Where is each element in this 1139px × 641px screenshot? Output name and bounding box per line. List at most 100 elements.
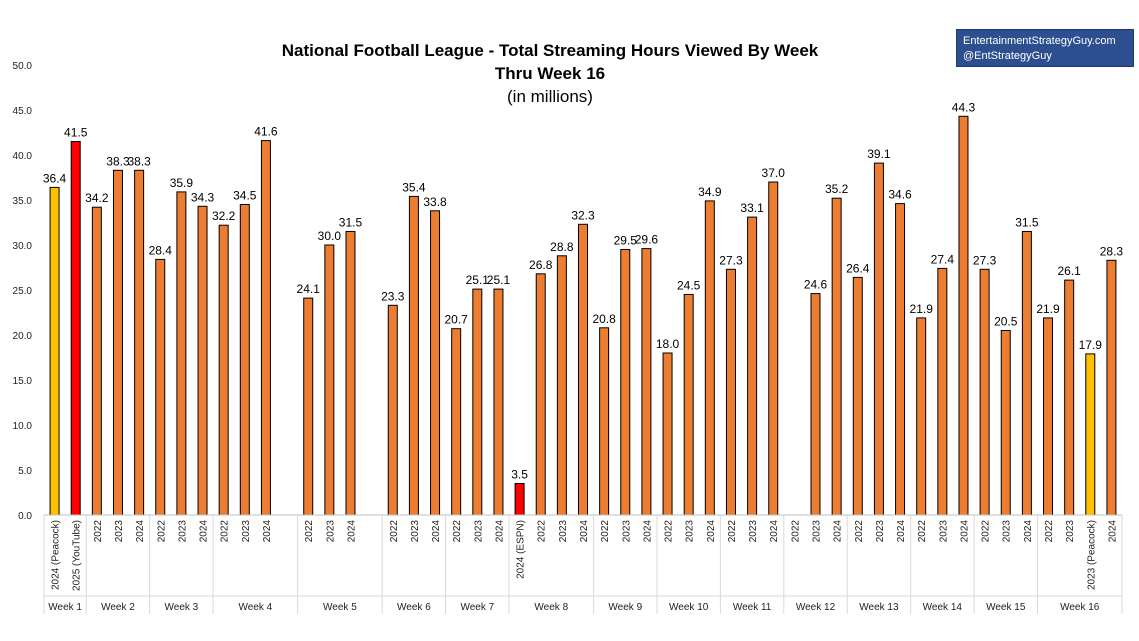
x-category-label: 2022	[664, 520, 675, 543]
y-tick-label: 20.0	[13, 331, 33, 342]
data-label: 21.9	[910, 302, 934, 316]
bar	[578, 223, 588, 516]
x-category-label: 2024	[706, 520, 717, 543]
y-tick-label: 5.0	[18, 466, 32, 477]
bar	[430, 210, 441, 516]
data-label: 26.8	[529, 258, 553, 272]
data-label: 21.9	[1036, 302, 1060, 316]
data-label: 37.0	[762, 166, 786, 180]
week-group-label: Week 7	[460, 602, 494, 613]
x-category-label: 2023	[621, 520, 632, 543]
brand-box: EntertainmentStrategyGuy.com @EntStrateg…	[956, 29, 1134, 67]
data-label: 33.8	[423, 195, 447, 209]
data-label: 34.3	[191, 190, 215, 204]
data-label: 3.5	[511, 468, 528, 482]
data-label: 31.5	[339, 216, 363, 230]
week-group-label: Week 5	[323, 602, 357, 613]
bars: 36.4 41.5 34.2 38.338.3 28.4 35.934.3 32.2 34.5…	[43, 100, 1123, 516]
bar	[958, 115, 969, 516]
bar	[70, 141, 81, 516]
bar	[260, 140, 271, 516]
data-label: 34.5	[233, 189, 257, 203]
x-category-label: 2023	[114, 520, 125, 543]
x-category-label: 2023	[241, 520, 252, 543]
chart-units-note: (in millions)	[507, 87, 593, 106]
data-label: 38.3	[127, 154, 151, 168]
data-label: 25.1	[487, 273, 511, 287]
week-group-label: Week 12	[796, 602, 836, 613]
x-category-label: 2022	[537, 520, 548, 543]
bar	[112, 169, 123, 516]
data-label: 34.6	[888, 188, 912, 202]
bar	[1085, 353, 1096, 516]
week-group-label: Week 15	[986, 602, 1026, 613]
bar	[1021, 231, 1032, 516]
x-category-label: 2024	[642, 520, 653, 543]
x-category-label: 2024	[199, 520, 210, 543]
bar	[1043, 317, 1054, 516]
data-label: 32.3	[571, 208, 595, 222]
x-category-label: 2024	[1107, 520, 1118, 543]
x-category-label: 2024	[346, 520, 357, 543]
x-category-label: 2022	[600, 520, 611, 543]
y-tick-label: 0.0	[18, 511, 32, 522]
week-group-label: Week 14	[923, 602, 963, 613]
week-group-label: Week 16	[1060, 602, 1100, 613]
data-label: 25.1	[466, 273, 490, 287]
y-tick-label: 50.0	[13, 61, 33, 72]
bar	[641, 248, 652, 516]
brand-website: EntertainmentStrategyGuy.com	[963, 35, 1116, 47]
x-category-label: 2022	[981, 520, 992, 543]
y-tick-label: 45.0	[13, 106, 33, 117]
data-label: 26.4	[846, 261, 870, 275]
bar	[408, 195, 419, 516]
week-group-label: Week 6	[397, 602, 431, 613]
week-group-label: Week 3	[165, 602, 199, 613]
x-category-label: 2022	[452, 520, 463, 543]
data-label: 27.3	[719, 253, 743, 267]
bar	[472, 288, 483, 516]
data-label: 29.6	[635, 233, 659, 247]
chart-subtitle: Thru Week 16	[495, 64, 605, 83]
bar	[345, 231, 356, 516]
data-label: 18.0	[656, 337, 680, 351]
bar	[514, 483, 525, 516]
x-category-label: 2025 (YouTube)	[72, 520, 83, 591]
data-label: 27.3	[973, 253, 997, 267]
x-category-label: 2024	[135, 520, 146, 543]
bar	[831, 197, 842, 516]
week-group-label: Week 10	[669, 602, 709, 613]
data-label: 33.1	[740, 201, 764, 215]
data-label: 17.9	[1079, 338, 1103, 352]
x-category-label: 2023 (Peacock)	[1086, 520, 1097, 590]
y-tick-label: 25.0	[13, 286, 33, 297]
bar	[747, 216, 758, 516]
data-label: 35.2	[825, 182, 849, 196]
data-label: 36.4	[43, 171, 67, 185]
x-category-label: 2023	[685, 520, 696, 543]
data-label: 38.3	[106, 154, 130, 168]
y-tick-label: 10.0	[13, 421, 33, 432]
x-category-label: 2024	[896, 520, 907, 543]
chart-title: National Football League - Total Streami…	[282, 41, 819, 60]
bar	[979, 268, 990, 516]
bar	[620, 249, 631, 516]
bar	[852, 276, 863, 516]
bar	[49, 186, 60, 516]
y-tick-label: 40.0	[13, 151, 33, 162]
x-category-label: 2024	[1023, 520, 1034, 543]
data-label: 26.1	[1057, 264, 1081, 278]
x-category-label: 2024 (Peacock)	[51, 520, 62, 590]
y-tick-label: 15.0	[13, 376, 33, 387]
bar	[768, 181, 779, 516]
week-group-label: Week 11	[733, 602, 772, 613]
bar	[493, 288, 504, 516]
bar	[810, 293, 821, 516]
x-category-label: 2024	[431, 520, 442, 543]
bar	[387, 304, 398, 516]
bar	[937, 267, 948, 516]
bar	[704, 200, 715, 516]
bar	[535, 273, 546, 516]
x-category-label: 2024	[579, 520, 590, 543]
